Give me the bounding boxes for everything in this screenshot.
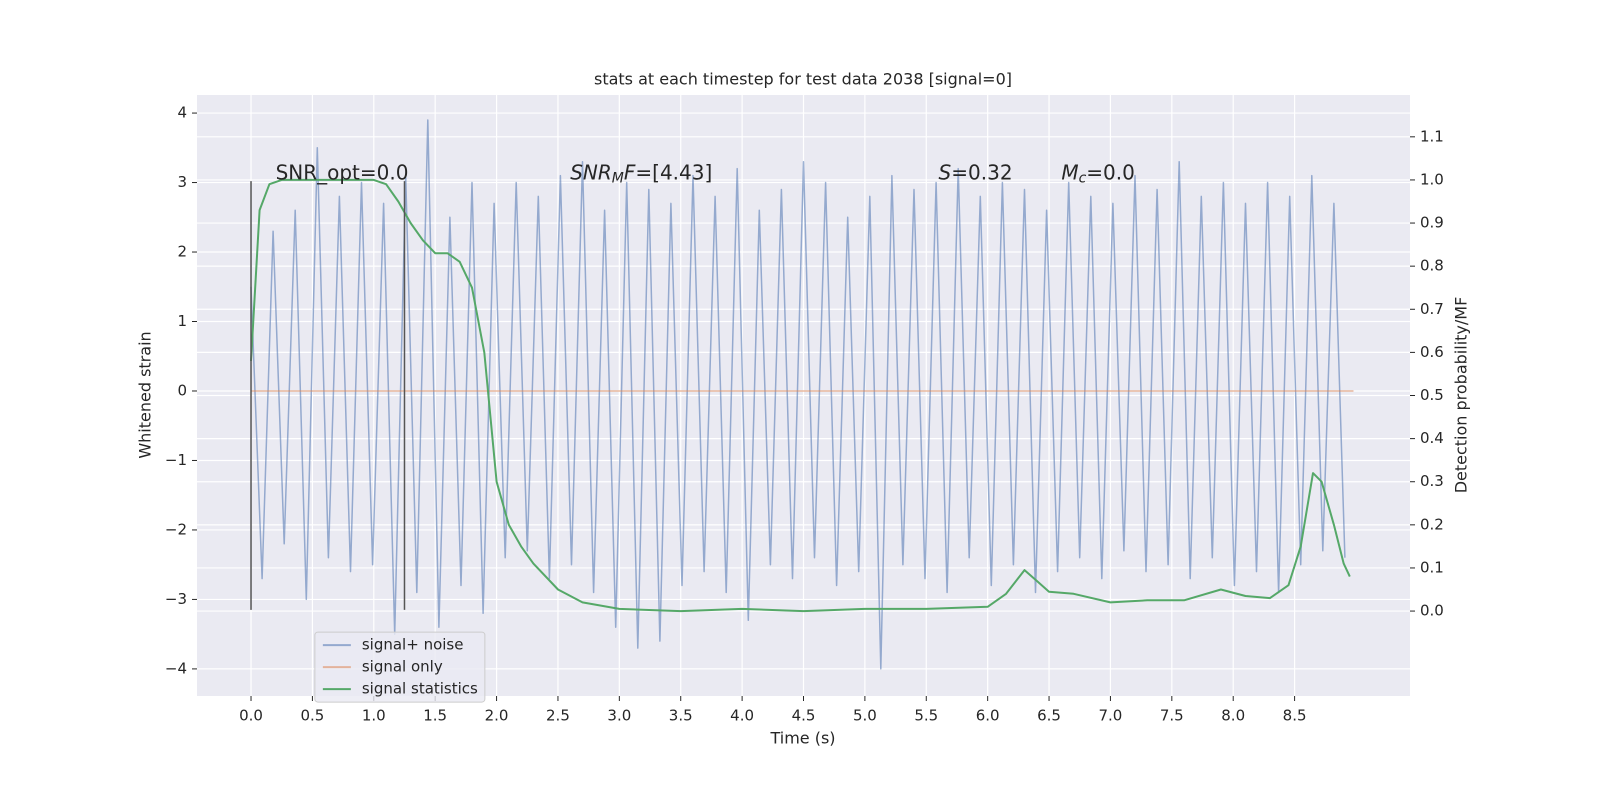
annotation-part: =[4.43] (635, 160, 712, 184)
y2-tick-label: 0.1 (1420, 558, 1444, 576)
y2-tick-label: 0.7 (1420, 300, 1444, 318)
y2-tick-label: 0.4 (1420, 429, 1444, 447)
x-tick-label: 5.5 (914, 707, 938, 725)
x-tick-label: 4.5 (792, 707, 816, 725)
x-tick-label: 4.0 (730, 707, 754, 725)
annotation-part: S (939, 160, 952, 184)
annotation-part: SNR_opt=0.0 (276, 160, 409, 184)
x-tick-label: 0.0 (239, 707, 263, 725)
legend-label: signal statistics (362, 680, 478, 698)
x-tick-label: 7.0 (1099, 707, 1123, 725)
x-axis-label: Time (s) (769, 729, 835, 748)
annotation-part: c (1079, 171, 1087, 187)
annotation-part: =0.0 (1086, 160, 1135, 184)
legend-box (314, 631, 486, 703)
y2-tick-label: 0.9 (1420, 214, 1444, 232)
x-tick-label: 1.0 (362, 707, 386, 725)
x-tick-label: 2.0 (485, 707, 509, 725)
y2-tick-label: 1.1 (1420, 127, 1444, 145)
y-tick-label: −2 (165, 520, 187, 538)
y2-tick-label: 0.2 (1420, 515, 1444, 533)
y-tick-label: 3 (177, 173, 187, 191)
legend: signal+ noise signal only signal statistic… (314, 631, 486, 703)
y-tick-label: 0 (177, 381, 187, 399)
x-tick-label: 3.0 (607, 707, 631, 725)
y-tick-label: 1 (177, 312, 187, 330)
annotation-part: M (1061, 160, 1078, 184)
x-tick-label: 8.5 (1283, 707, 1307, 725)
grid (197, 95, 1410, 696)
x-tick-label: 8.0 (1221, 707, 1245, 725)
series-line (250, 119, 1346, 670)
y2-tick-label: 0.5 (1420, 386, 1444, 404)
x-tick-label: 6.5 (1037, 707, 1061, 725)
chart-title: stats at each timestep for test data 203… (594, 70, 1012, 89)
x-tick-label: 7.5 (1160, 707, 1184, 725)
legend-label: signal only (362, 658, 443, 676)
x-tick-label: 0.5 (300, 707, 324, 725)
x-tick-label: 1.5 (423, 707, 447, 725)
y2-tick-label: 0.6 (1420, 343, 1444, 361)
y2-tick-label: 1.0 (1420, 170, 1444, 188)
y-tick-label: −1 (165, 451, 187, 469)
annotation: SNRMF=[4.43] (570, 160, 712, 187)
y2-tick-label: 0.3 (1420, 472, 1444, 490)
y2-tick-label: 0.0 (1420, 602, 1444, 620)
x-tick-label: 2.5 (546, 707, 570, 725)
y-tick-label: 4 (177, 104, 187, 122)
annotation-part: SNR (570, 160, 612, 184)
annotation-part: =0.32 (951, 160, 1012, 184)
y-tick-label: −3 (165, 590, 187, 608)
x-tick-label: 6.0 (976, 707, 1000, 725)
annotation: S=0.32 (939, 160, 1013, 184)
x-tick-label: 5.0 (853, 707, 877, 725)
annotation-part: F (624, 160, 636, 184)
y-tick-label: −4 (165, 659, 187, 677)
y-axis-label: Whitened strain (136, 331, 155, 458)
y-tick-label: 2 (177, 243, 187, 261)
annotation-part: M (612, 171, 624, 187)
legend-label: signal+ noise (362, 636, 464, 654)
y2-axis-label: Detection probability/MF (1452, 297, 1471, 494)
x-tick-label: 3.5 (669, 707, 693, 725)
annotation: SNR_opt=0.0 (276, 160, 409, 184)
y2-tick-label: 0.8 (1420, 257, 1444, 275)
annotation: Mc=0.0 (1061, 160, 1135, 187)
